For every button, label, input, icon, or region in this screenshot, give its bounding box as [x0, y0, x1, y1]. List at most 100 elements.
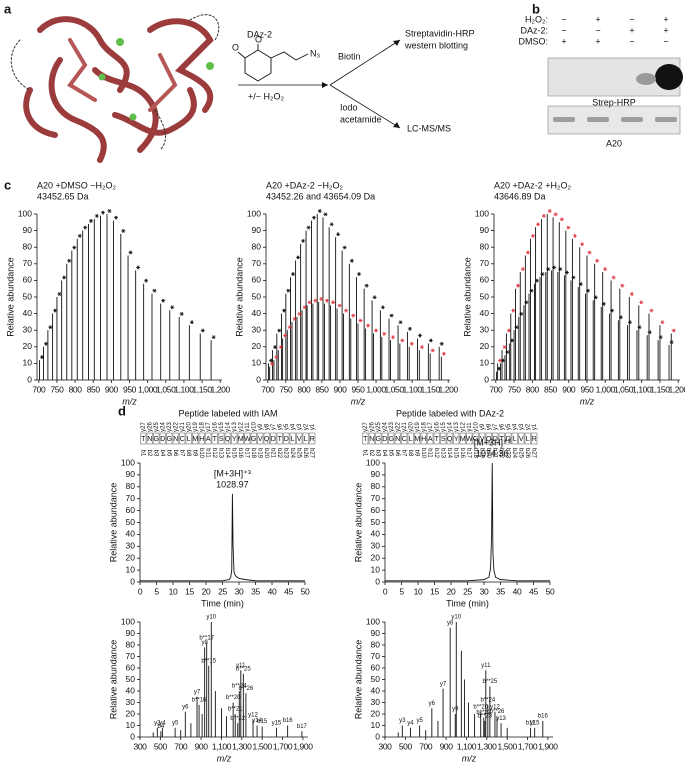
residue-box: [211, 432, 218, 445]
x-tick-label: 1,050: [384, 384, 404, 394]
branch-label: Iodo: [340, 102, 358, 112]
b-ion-label: b16: [459, 448, 465, 459]
y-ion-label: y15: [219, 422, 225, 432]
y-ion-label: y5: [284, 423, 290, 430]
b-ion-label: b23: [283, 448, 289, 459]
residue: N: [369, 436, 374, 443]
peak-marker: [324, 298, 329, 303]
x-tick-label: 1,100: [457, 741, 477, 751]
residue-box: [296, 432, 303, 445]
residue-box: [224, 432, 231, 445]
peak-marker: [77, 233, 82, 238]
chart-subtitle: 43646.89 Da: [494, 191, 546, 201]
y-tick-label: 70: [23, 258, 33, 268]
residue: W: [244, 436, 251, 443]
y-tick-label: 20: [126, 552, 136, 562]
panel-label: d: [118, 403, 126, 418]
peak-marker: [296, 255, 301, 260]
atom-label: O: [255, 34, 262, 44]
residue: H: [421, 436, 426, 443]
residue-box: [498, 432, 505, 445]
y-tick-label: 50: [371, 674, 381, 684]
y-ion-label: y14: [447, 422, 453, 432]
x-tick-label: 900: [105, 384, 119, 394]
b-ion-label: b9: [414, 450, 420, 457]
blot-row-label: H₂O₂:: [525, 14, 548, 24]
peak-label: b**20: [473, 704, 488, 710]
y-tick-label: 60: [126, 505, 136, 515]
residue-box: [166, 432, 173, 445]
y-tick-label: 80: [252, 241, 262, 251]
residue-box: [518, 432, 525, 445]
y-ion-label: y18: [199, 422, 205, 432]
x-tick-label: 1,000: [596, 384, 616, 394]
molecule: [237, 44, 309, 82]
y-tick-label: 90: [480, 225, 490, 235]
blot-sign: −: [629, 36, 634, 46]
peak-marker: [603, 267, 608, 272]
b-ion-label: b6: [394, 450, 400, 457]
x-tick-label: 40: [268, 586, 277, 596]
y-tick-label: 100: [121, 457, 135, 467]
y-tick-label: 70: [126, 493, 136, 503]
residue-box: [263, 432, 270, 445]
peak-label: b16: [538, 713, 549, 719]
x-tick-label: 1,050: [614, 384, 634, 394]
y-ion-label: y8: [264, 423, 270, 430]
residue-box: [414, 432, 421, 445]
residue-box: [244, 432, 251, 445]
residue: W: [466, 436, 473, 443]
y-ion-label: y23: [167, 422, 173, 432]
chart-subtitle: 43452.26 and 43654.09 Da: [266, 191, 375, 201]
residue-box: [407, 432, 414, 445]
x-tick-label: 0: [383, 586, 388, 596]
residue: L: [526, 436, 530, 443]
peak-marker: [639, 300, 644, 305]
peak-label: y11: [481, 663, 491, 669]
y-axis-label: Relative abundance: [5, 257, 15, 337]
peak-marker: [144, 278, 149, 283]
peak-label: b**22: [476, 710, 491, 716]
y-tick-label: 60: [371, 662, 381, 672]
x-tick-label: 1,100: [402, 384, 422, 394]
residue: L: [291, 436, 295, 443]
y-tick-label: 20: [371, 708, 381, 718]
peak-marker: [83, 225, 88, 230]
x-tick-label: 500: [399, 741, 413, 751]
y-tick-label: 10: [252, 358, 262, 368]
x-axis-label: m/z: [580, 396, 595, 406]
x-tick-label: 45: [529, 586, 538, 596]
y-tick-label: 20: [252, 341, 262, 351]
y-tick-label: 100: [18, 208, 32, 218]
residue-box: [250, 432, 257, 445]
peak-marker: [372, 295, 377, 300]
y-tick-label: 40: [23, 308, 33, 318]
peak-marker: [400, 338, 405, 343]
peak-marker: [658, 335, 663, 340]
peak-marker: [189, 320, 194, 325]
peak-label: y7: [194, 689, 201, 695]
blot-sign: +: [595, 36, 600, 46]
peak-label: b**26: [239, 686, 254, 692]
b-ion-label: b5: [166, 450, 172, 457]
residue-box: [459, 432, 466, 445]
y-tick-label: 90: [252, 225, 262, 235]
y-tick-label: 0: [375, 731, 380, 741]
residue: G: [376, 436, 381, 443]
loading-bands: [553, 117, 677, 122]
y-tick-label: 20: [480, 341, 490, 351]
outcome-label: LC-MS/MS: [407, 123, 451, 133]
b-ion-label: b21: [492, 448, 498, 459]
x-tick-label: 1,900: [293, 741, 313, 751]
x-axis-label: m/z: [462, 753, 477, 763]
residue: H: [199, 436, 204, 443]
peak-marker: [439, 341, 444, 346]
y-ion-label: y3: [297, 423, 303, 430]
y-ion-label: y26: [147, 422, 153, 432]
y-tick-label: 40: [126, 685, 136, 695]
atom-label: O: [232, 42, 239, 52]
b-ion-label: b8: [407, 450, 413, 457]
residue-box: [237, 432, 244, 445]
peak-marker: [277, 328, 282, 333]
y-tick-label: 40: [371, 529, 381, 539]
